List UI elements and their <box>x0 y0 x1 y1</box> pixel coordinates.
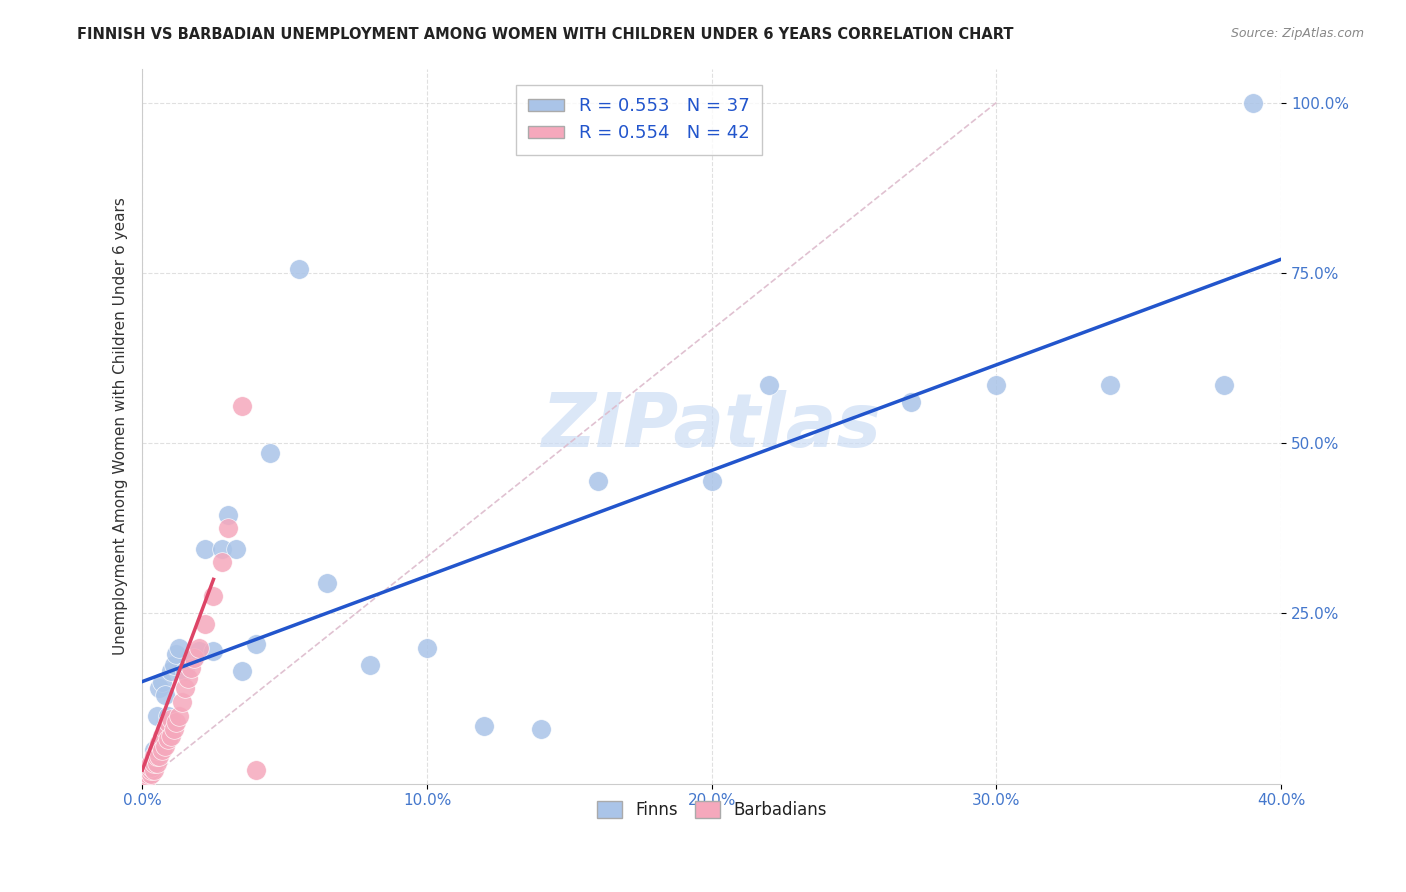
Legend: Finns, Barbadians: Finns, Barbadians <box>591 794 834 825</box>
Point <box>139 756 162 771</box>
Point <box>316 575 339 590</box>
Point <box>159 712 181 726</box>
Point <box>169 640 191 655</box>
Point <box>162 657 184 672</box>
Point <box>159 729 181 743</box>
Text: Source: ZipAtlas.com: Source: ZipAtlas.com <box>1230 27 1364 40</box>
Point <box>231 399 253 413</box>
Point <box>145 756 167 771</box>
Point <box>142 749 165 764</box>
Point <box>180 661 202 675</box>
Point <box>225 541 247 556</box>
Point <box>986 378 1008 392</box>
Point <box>288 262 311 277</box>
Point <box>530 723 553 737</box>
Point <box>177 671 200 685</box>
Point <box>259 446 281 460</box>
Point <box>194 541 217 556</box>
Point <box>700 474 723 488</box>
Point <box>1241 95 1264 110</box>
Point <box>142 742 165 756</box>
Point <box>153 739 176 754</box>
Point <box>359 657 381 672</box>
Point <box>148 749 170 764</box>
Y-axis label: Unemployment Among Women with Children Under 6 years: Unemployment Among Women with Children U… <box>114 197 128 655</box>
Point <box>245 637 267 651</box>
Point <box>217 508 239 522</box>
Point <box>202 644 225 658</box>
Point <box>472 719 495 733</box>
Point <box>172 695 194 709</box>
Point <box>231 665 253 679</box>
Point <box>145 749 167 764</box>
Point <box>1213 378 1236 392</box>
Point <box>174 665 197 679</box>
Point <box>136 770 159 784</box>
Point <box>136 766 159 780</box>
Point <box>156 708 179 723</box>
Point <box>162 723 184 737</box>
Point <box>217 521 239 535</box>
Point <box>159 665 181 679</box>
Point <box>145 742 167 756</box>
Point <box>245 763 267 777</box>
Point <box>211 555 233 569</box>
Point <box>139 760 162 774</box>
Point <box>169 708 191 723</box>
Text: ZIPatlas: ZIPatlas <box>541 390 882 463</box>
Point <box>183 650 205 665</box>
Point <box>188 644 211 658</box>
Point <box>150 674 173 689</box>
Point <box>136 760 159 774</box>
Point <box>900 395 922 409</box>
Point <box>153 688 176 702</box>
Point <box>758 378 780 392</box>
Point <box>150 742 173 756</box>
Point <box>183 650 205 665</box>
Point <box>156 732 179 747</box>
Point <box>166 648 188 662</box>
Point <box>194 616 217 631</box>
Point <box>139 756 162 771</box>
Point <box>145 708 167 723</box>
Point <box>211 541 233 556</box>
Point <box>416 640 439 655</box>
Point <box>188 640 211 655</box>
Text: FINNISH VS BARBADIAN UNEMPLOYMENT AMONG WOMEN WITH CHILDREN UNDER 6 YEARS CORREL: FINNISH VS BARBADIAN UNEMPLOYMENT AMONG … <box>77 27 1014 42</box>
Point <box>166 715 188 730</box>
Point <box>202 590 225 604</box>
Point <box>142 756 165 771</box>
Point <box>148 681 170 696</box>
Point <box>136 763 159 777</box>
Point <box>134 766 156 780</box>
Point <box>148 736 170 750</box>
Point <box>586 474 609 488</box>
Point <box>156 715 179 730</box>
Point <box>153 723 176 737</box>
Point <box>150 729 173 743</box>
Point <box>139 763 162 777</box>
Point <box>142 763 165 777</box>
Point <box>139 766 162 780</box>
Point <box>1099 378 1122 392</box>
Point <box>134 770 156 784</box>
Point <box>134 773 156 788</box>
Point <box>174 681 197 696</box>
Point <box>136 766 159 780</box>
